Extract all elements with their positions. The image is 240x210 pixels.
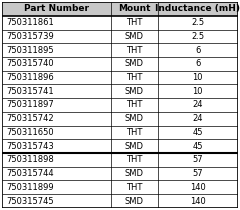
Bar [158, 43, 238, 57]
Text: 24: 24 [192, 101, 203, 109]
Bar [111, 139, 158, 153]
Text: 140: 140 [190, 183, 205, 192]
Text: 750315741: 750315741 [6, 87, 54, 96]
Text: 10: 10 [192, 73, 203, 82]
Bar [111, 43, 158, 57]
Bar [2, 194, 111, 208]
Bar [111, 30, 158, 43]
Bar [2, 139, 111, 153]
Text: THT: THT [126, 18, 142, 27]
Text: 750311861: 750311861 [6, 18, 54, 27]
Text: 750315742: 750315742 [6, 114, 54, 123]
Bar [2, 126, 111, 139]
Bar [158, 16, 238, 30]
Bar [158, 71, 238, 84]
Bar [111, 71, 158, 84]
Text: THT: THT [126, 128, 142, 137]
Bar [2, 84, 111, 98]
Bar [2, 112, 111, 126]
Bar [111, 126, 158, 139]
Bar [158, 30, 238, 43]
Text: 750311650: 750311650 [6, 128, 54, 137]
Text: SMD: SMD [125, 114, 144, 123]
Text: SMD: SMD [125, 32, 144, 41]
Bar [158, 98, 238, 112]
Text: 45: 45 [192, 128, 203, 137]
Bar [2, 180, 111, 194]
Text: 750311896: 750311896 [6, 73, 54, 82]
Bar [111, 194, 158, 208]
Text: THT: THT [126, 46, 142, 55]
Bar [2, 16, 111, 30]
Text: 2.5: 2.5 [191, 32, 204, 41]
Text: 57: 57 [192, 155, 203, 164]
Bar [158, 153, 238, 167]
Text: 24: 24 [192, 114, 203, 123]
Text: 750311897: 750311897 [6, 101, 54, 109]
Bar [111, 180, 158, 194]
Bar [111, 57, 158, 71]
Text: 2.5: 2.5 [191, 18, 204, 27]
Bar [111, 112, 158, 126]
Text: 6: 6 [195, 46, 200, 55]
Bar [2, 167, 111, 180]
Bar [2, 98, 111, 112]
Bar [111, 84, 158, 98]
Text: 750315739: 750315739 [6, 32, 54, 41]
Bar [158, 180, 238, 194]
Bar [158, 2, 238, 16]
Bar [111, 153, 158, 167]
Text: Part Number: Part Number [24, 4, 89, 13]
Bar [158, 84, 238, 98]
Text: SMD: SMD [125, 142, 144, 151]
Text: SMD: SMD [125, 197, 144, 206]
Bar [111, 98, 158, 112]
Text: 750315740: 750315740 [6, 59, 54, 68]
Text: Inductance (mH): Inductance (mH) [155, 4, 240, 13]
Bar [111, 16, 158, 30]
Text: 140: 140 [190, 197, 205, 206]
Text: THT: THT [126, 101, 142, 109]
Bar [158, 112, 238, 126]
Text: 57: 57 [192, 169, 203, 178]
Bar [111, 2, 158, 16]
Text: THT: THT [126, 155, 142, 164]
Text: THT: THT [126, 183, 142, 192]
Text: 45: 45 [192, 142, 203, 151]
Text: 750315745: 750315745 [6, 197, 54, 206]
Text: 10: 10 [192, 87, 203, 96]
Text: 750311895: 750311895 [6, 46, 54, 55]
Bar [158, 126, 238, 139]
Text: 750311898: 750311898 [6, 155, 54, 164]
Bar [158, 194, 238, 208]
Bar [2, 43, 111, 57]
Text: 750315743: 750315743 [6, 142, 54, 151]
Bar [158, 57, 238, 71]
Bar [2, 2, 111, 16]
Text: SMD: SMD [125, 59, 144, 68]
Text: 750311899: 750311899 [6, 183, 54, 192]
Bar [2, 57, 111, 71]
Text: THT: THT [126, 73, 142, 82]
Text: 750315744: 750315744 [6, 169, 54, 178]
Bar [158, 167, 238, 180]
Bar [158, 139, 238, 153]
Text: 6: 6 [195, 59, 200, 68]
Text: SMD: SMD [125, 87, 144, 96]
Text: SMD: SMD [125, 169, 144, 178]
Bar [111, 167, 158, 180]
Text: Mount: Mount [118, 4, 150, 13]
Bar [2, 71, 111, 84]
Bar [2, 153, 111, 167]
Bar [2, 30, 111, 43]
